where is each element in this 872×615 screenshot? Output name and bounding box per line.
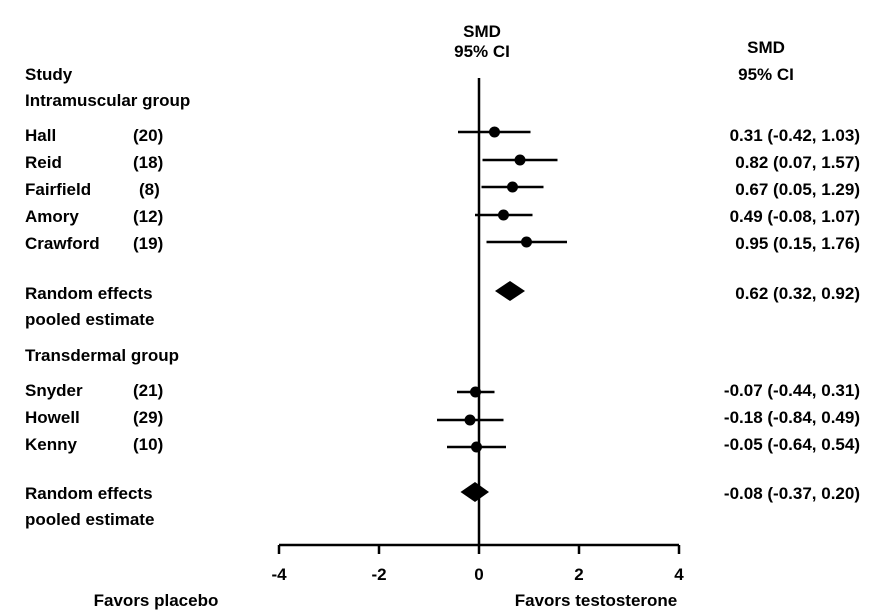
pooled-ci-text: 0.62 (0.32, 0.92) <box>735 284 860 303</box>
study-ci-text: -0.05 (-0.64, 0.54) <box>724 435 860 454</box>
study-name: Crawford <box>25 234 100 253</box>
pooled-label-line1: Random effects <box>25 284 153 303</box>
study-point <box>489 126 500 138</box>
study-n: (12) <box>133 207 163 226</box>
study-name: Reid <box>25 153 62 172</box>
study-point <box>464 414 476 426</box>
x-tick-label: -2 <box>371 565 386 584</box>
study-ci-text: 0.67 (0.05, 1.29) <box>735 180 860 199</box>
x-axis-right-label: Favors testosterone <box>515 591 678 610</box>
study-ci-text: -0.07 (-0.44, 0.31) <box>724 381 860 400</box>
study-n: (19) <box>133 234 163 253</box>
study-point <box>521 236 532 248</box>
study-ci-text: 0.49 (-0.08, 1.07) <box>730 207 860 226</box>
x-tick-label: 2 <box>574 565 583 584</box>
pooled-ci-text: -0.08 (-0.37, 0.20) <box>724 484 860 503</box>
plot-marks: -4 -2 0 2 4 <box>271 78 684 584</box>
pooled-diamond <box>460 482 489 502</box>
study-name: Fairfield <box>25 180 91 199</box>
pooled-label-line2: pooled estimate <box>25 310 154 329</box>
study-n: (8) <box>139 180 160 199</box>
study-point <box>498 209 509 221</box>
study-n: (21) <box>133 381 163 400</box>
study-ci-text: 0.95 (0.15, 1.76) <box>735 234 860 253</box>
study-point <box>507 181 518 193</box>
study-n: (20) <box>133 126 163 145</box>
study-point <box>471 441 482 453</box>
x-tick-label: 0 <box>474 565 483 584</box>
study-ci-text: 0.82 (0.07, 1.57) <box>735 153 860 172</box>
header-center-smd: SMD <box>463 22 501 41</box>
pooled-label-line1: Random effects <box>25 484 153 503</box>
study-point <box>514 154 526 166</box>
study-n: (18) <box>133 153 163 172</box>
study-n: (10) <box>133 435 163 454</box>
study-ci-text: -0.18 (-0.84, 0.49) <box>724 408 860 427</box>
header-right-ci: 95% CI <box>738 65 794 84</box>
x-axis-left-label: Favors placebo <box>94 591 219 610</box>
study-name: Kenny <box>25 435 78 454</box>
group-label-intramuscular: Intramuscular group <box>25 91 190 110</box>
pooled-label-line2: pooled estimate <box>25 510 154 529</box>
x-tick-label: 4 <box>674 565 684 584</box>
study-name: Amory <box>25 207 79 226</box>
study-name: Hall <box>25 126 56 145</box>
study-name: Howell <box>25 408 80 427</box>
pooled-diamond <box>495 281 525 301</box>
study-name: Snyder <box>25 381 83 400</box>
study-ci-text: 0.31 (-0.42, 1.03) <box>730 126 860 145</box>
group-label-transdermal: Transdermal group <box>25 346 179 365</box>
header-study: Study <box>25 65 73 84</box>
study-n: (29) <box>133 408 163 427</box>
header-center-ci: 95% CI <box>454 42 510 61</box>
x-tick-label: -4 <box>271 565 287 584</box>
header-right-smd: SMD <box>747 38 785 57</box>
study-point <box>470 386 481 398</box>
